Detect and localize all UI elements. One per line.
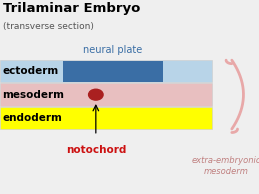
Text: mesoderm: mesoderm [3, 90, 64, 100]
Bar [0, 107, 212, 129]
Bar [0, 60, 212, 82]
Text: ectoderm: ectoderm [3, 66, 59, 76]
Text: (transverse section): (transverse section) [3, 22, 93, 31]
Text: neural plate: neural plate [83, 45, 142, 55]
Text: Trilaminar Embryo: Trilaminar Embryo [3, 2, 140, 15]
Text: extra-embryonic
mesoderm: extra-embryonic mesoderm [192, 156, 259, 176]
Text: endoderm: endoderm [3, 113, 62, 123]
Circle shape [89, 89, 103, 100]
Bar [0, 83, 212, 106]
Text: notochord: notochord [66, 145, 126, 155]
Bar [63, 61, 163, 82]
